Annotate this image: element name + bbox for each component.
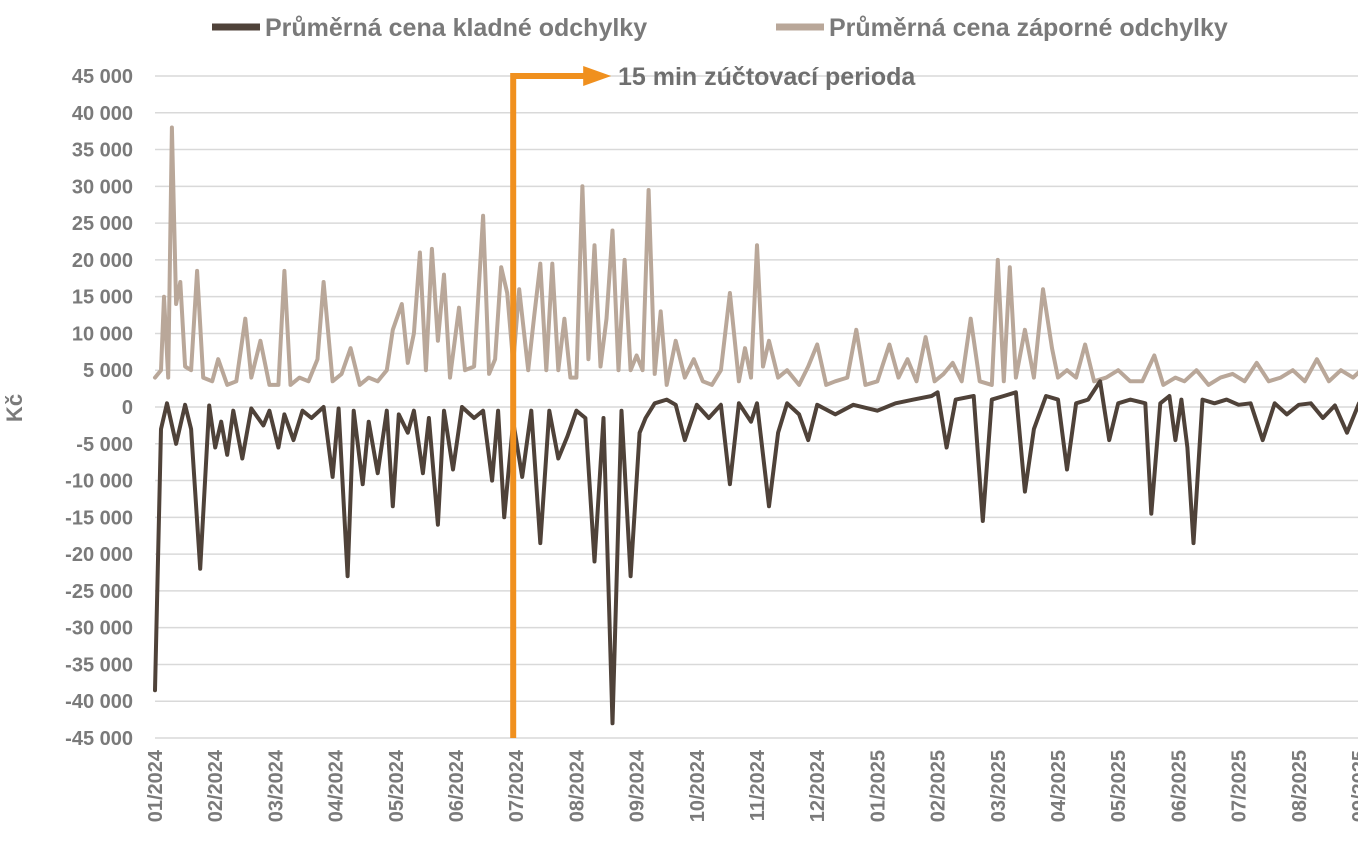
y-tick-label: -15 000	[65, 507, 133, 529]
y-tick-label: 10 000	[72, 323, 133, 345]
x-tick-label: 01/2024	[145, 749, 167, 822]
y-tick-label: -10 000	[65, 471, 133, 493]
y-tick-label: 35 000	[72, 140, 133, 162]
x-tick-label: 04/2024	[326, 749, 348, 822]
y-tick-label: -35 000	[65, 654, 133, 676]
x-tick-label: 01/2025	[867, 750, 889, 822]
y-axis-ticks: 45 000 40 000 35 000 30 000 25 000 20 000 15 0…	[65, 66, 133, 750]
x-tick-label: 05/2025	[1108, 750, 1130, 822]
annotation-line	[510, 73, 589, 738]
y-tick-label: 30 000	[72, 176, 133, 198]
x-tick-label: 06/2025	[1168, 750, 1190, 822]
x-tick-label: 02/2025	[928, 750, 950, 822]
series-group	[153, 125, 1358, 726]
x-tick-label: 11/2024	[747, 749, 769, 821]
grid	[155, 75, 1358, 739]
y-tick-label: -25 000	[65, 581, 133, 603]
x-tick-label: 08/2025	[1289, 750, 1311, 822]
y-tick-label: 45 000	[72, 66, 133, 88]
y-tick-label: -20 000	[65, 544, 133, 566]
x-tick-label: 03/2025	[988, 750, 1010, 822]
series-line-zaporne	[153, 125, 1358, 387]
y-tick-label: 40 000	[72, 103, 133, 125]
y-tick-label: -30 000	[65, 618, 133, 640]
y-tick-label: 15 000	[72, 287, 133, 309]
x-tick-label: 07/2024	[506, 749, 528, 822]
y-tick-label: 20 000	[72, 250, 133, 272]
y-tick-label: -40 000	[65, 691, 133, 713]
y-tick-label: 25 000	[72, 213, 133, 235]
y-tick-label: 0	[122, 397, 133, 419]
legend: Průměrná cena kladné odchylky Průměrná c…	[212, 14, 1228, 42]
x-tick-label: 04/2025	[1048, 750, 1070, 822]
x-tick-label: 03/2024	[265, 749, 287, 822]
x-tick-label: 09/2024	[627, 749, 649, 822]
y-tick-label: 5 000	[83, 360, 133, 382]
x-tick-label: 09/2025	[1349, 750, 1358, 822]
series-line-kladne	[153, 379, 1358, 726]
y-tick-label: -45 000	[65, 728, 133, 750]
legend-label-zaporne: Průměrná cena záporné odchylky	[829, 14, 1228, 42]
x-tick-label: 05/2024	[386, 749, 408, 822]
x-tick-label: 07/2025	[1229, 750, 1251, 822]
x-tick-label: 10/2024	[687, 749, 709, 822]
legend-label-kladne: Průměrná cena kladné odchylky	[265, 14, 647, 42]
x-tick-label: 12/2024	[807, 749, 829, 822]
annotation-arrowhead-icon	[583, 66, 612, 86]
annotation-text: 15 min zúčtovací perioda	[618, 63, 916, 91]
annotation: 15 min zúčtovací perioda	[510, 63, 916, 738]
x-tick-label: 02/2024	[205, 749, 227, 822]
x-axis-ticks: 01/2024 02/2024 03/2024 04/2024 05/2024 06/20…	[145, 749, 1358, 822]
x-tick-label: 06/2024	[446, 749, 468, 822]
x-tick-label: 08/2024	[566, 749, 588, 822]
y-tick-label: -5 000	[76, 434, 133, 456]
y-axis-label: Kč	[2, 394, 27, 422]
